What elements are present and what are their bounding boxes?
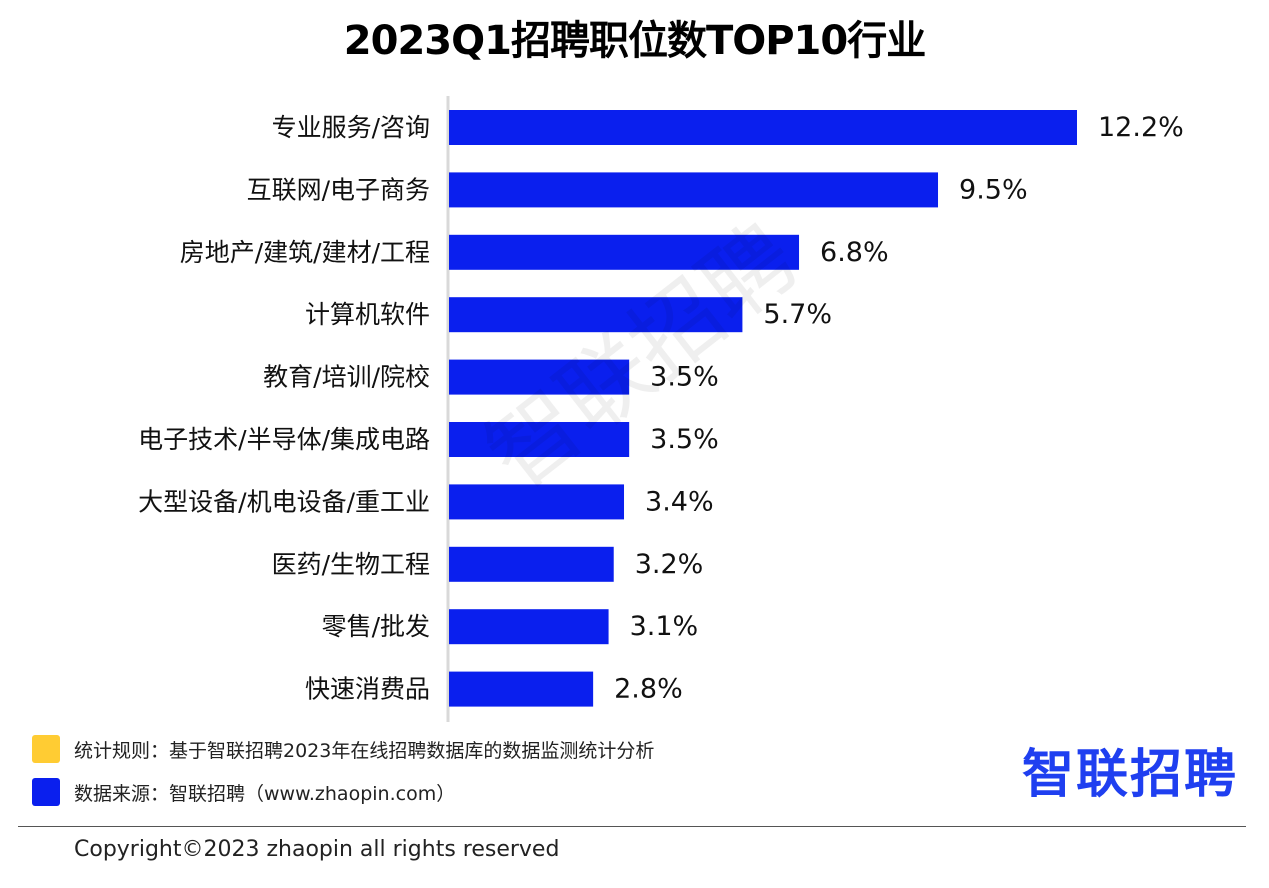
bar	[449, 484, 625, 520]
bar	[449, 609, 609, 645]
category-label: 专业服务/咨询	[272, 113, 430, 142]
footer-divider	[18, 826, 1246, 827]
value-label: 6.8%	[820, 237, 889, 268]
value-label: 3.2%	[635, 549, 704, 580]
bar	[449, 110, 1077, 145]
rule-marker-icon	[32, 735, 60, 763]
source-note-text: 数据来源：智联招聘（www.zhaopin.com）	[74, 782, 456, 805]
category-label: 房地产/建筑/建材/工程	[180, 238, 430, 267]
value-label: 9.5%	[959, 174, 1028, 205]
value-label: 3.5%	[650, 424, 719, 455]
rule-note: 统计规则：基于智联招聘2023年在线招聘数据库的数据监测统计分析	[32, 734, 654, 764]
category-label: 零售/批发	[322, 612, 430, 641]
value-label: 5.7%	[763, 299, 832, 330]
category-label: 大型设备/机电设备/重工业	[138, 487, 430, 516]
source-note: 数据来源：智联招聘（www.zhaopin.com）	[32, 777, 455, 807]
chart-title: 2023Q1招聘职位数TOP10行业	[343, 18, 926, 64]
bar	[449, 671, 594, 707]
value-label: 3.4%	[645, 486, 714, 517]
bar	[449, 422, 630, 457]
zhaopin-logo: 智联招聘	[1022, 745, 1239, 805]
category-label: 计算机软件	[305, 300, 430, 329]
category-label: 医药/生物工程	[272, 550, 430, 579]
bar	[449, 234, 800, 270]
copyright-text: Copyright©2023 zhaopin all rights reserv…	[74, 837, 560, 862]
bar	[449, 546, 614, 582]
value-label: 3.5%	[650, 362, 719, 393]
value-label: 2.8%	[614, 674, 683, 705]
value-label: 3.1%	[630, 611, 699, 642]
bar	[449, 359, 630, 395]
category-label: 电子技术/半导体/集成电路	[138, 425, 430, 454]
source-marker-icon	[32, 778, 60, 806]
rule-note-text: 统计规则：基于智联招聘2023年在线招聘数据库的数据监测统计分析	[74, 739, 655, 762]
category-label: 快速消费品	[305, 675, 430, 704]
category-label: 教育/培训/院校	[263, 363, 430, 392]
bar	[449, 297, 743, 333]
bar	[449, 172, 939, 208]
category-label: 互联网/电子商务	[247, 175, 430, 204]
value-label: 12.2%	[1098, 112, 1184, 143]
